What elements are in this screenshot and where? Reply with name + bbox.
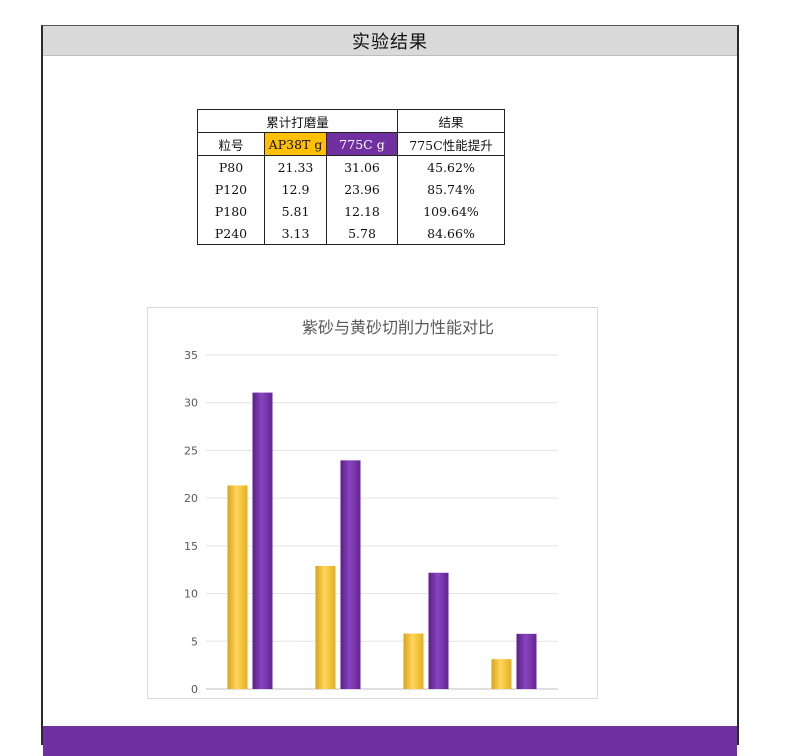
table-cell: 85.74% bbox=[397, 178, 505, 200]
y-tick-label: 25 bbox=[184, 444, 198, 457]
table-cell: 31.06 bbox=[326, 155, 398, 178]
chart-title: 紫砂与黄砂切削力性能对比 bbox=[302, 318, 494, 337]
bar-ap38t bbox=[491, 659, 512, 689]
table-row: P120 12.9 23.96 85.74% bbox=[197, 178, 505, 200]
bar-ap38t bbox=[403, 633, 424, 689]
column-header-ap38t: AP38T g bbox=[264, 132, 327, 156]
bar-775c bbox=[516, 633, 537, 689]
table-cell: 23.96 bbox=[326, 178, 398, 200]
table-row: P240 3.13 5.78 84.66% bbox=[197, 222, 505, 245]
table-cell: P120 bbox=[197, 178, 265, 200]
table-cell: 3.13 bbox=[264, 222, 327, 245]
table-cell: 12.9 bbox=[264, 178, 327, 200]
header-bar: 实验结果 bbox=[43, 26, 737, 56]
table-group-header-row: 累计打磨量 结果 bbox=[197, 109, 505, 133]
bar-775c bbox=[428, 572, 449, 689]
table-cell: 12.18 bbox=[326, 200, 398, 222]
chart-canvas: 紫砂与黄砂切削力性能对比 05101520253035P80P120P180P2… bbox=[184, 318, 558, 696]
y-tick-label: 35 bbox=[184, 349, 198, 362]
column-header-grit: 粒号 bbox=[197, 132, 265, 156]
page-title: 实验结果 bbox=[352, 31, 428, 53]
bar-ap38t bbox=[315, 565, 336, 689]
table-cell: 45.62% bbox=[397, 155, 505, 178]
y-tick-label: 10 bbox=[184, 588, 198, 601]
table-row: P180 5.81 12.18 109.64% bbox=[197, 200, 505, 222]
y-tick-label: 15 bbox=[184, 540, 198, 553]
table-cell: P80 bbox=[197, 155, 265, 178]
table-cell: P180 bbox=[197, 200, 265, 222]
table-cell: P240 bbox=[197, 222, 265, 245]
group-header-cell: 累计打磨量 bbox=[197, 109, 398, 133]
table-cell: 109.64% bbox=[397, 200, 505, 222]
table-cell: 5.78 bbox=[326, 222, 398, 245]
y-tick-label: 30 bbox=[184, 397, 198, 410]
bar-ap38t bbox=[227, 485, 248, 689]
footer-bar bbox=[43, 726, 737, 756]
table-cell: 84.66% bbox=[397, 222, 505, 245]
table-column-header-row: 粒号 AP38T g 775C g 775C性能提升 bbox=[197, 132, 505, 156]
y-tick-label: 5 bbox=[191, 635, 198, 648]
bar-775c bbox=[252, 392, 273, 689]
column-header-improvement: 775C性能提升 bbox=[397, 132, 505, 156]
column-header-775c: 775C g bbox=[326, 132, 398, 156]
results-table: 累计打磨量 结果 粒号 AP38T g 775C g 775C性能提升 P80 … bbox=[197, 109, 505, 245]
result-header-cell: 结果 bbox=[397, 109, 505, 133]
report-frame: 实验结果 累计打磨量 结果 粒号 AP38T g 775C g 775C性能提升… bbox=[41, 25, 739, 756]
y-tick-label: 0 bbox=[191, 683, 198, 696]
table-row: P80 21.33 31.06 45.62% bbox=[197, 155, 505, 178]
bar-chart: 紫砂与黄砂切削力性能对比 05101520253035P80P120P180P2… bbox=[147, 307, 598, 699]
table-cell: 21.33 bbox=[264, 155, 327, 178]
bar-775c bbox=[340, 460, 361, 689]
y-tick-label: 20 bbox=[184, 492, 198, 505]
table-cell: 5.81 bbox=[264, 200, 327, 222]
